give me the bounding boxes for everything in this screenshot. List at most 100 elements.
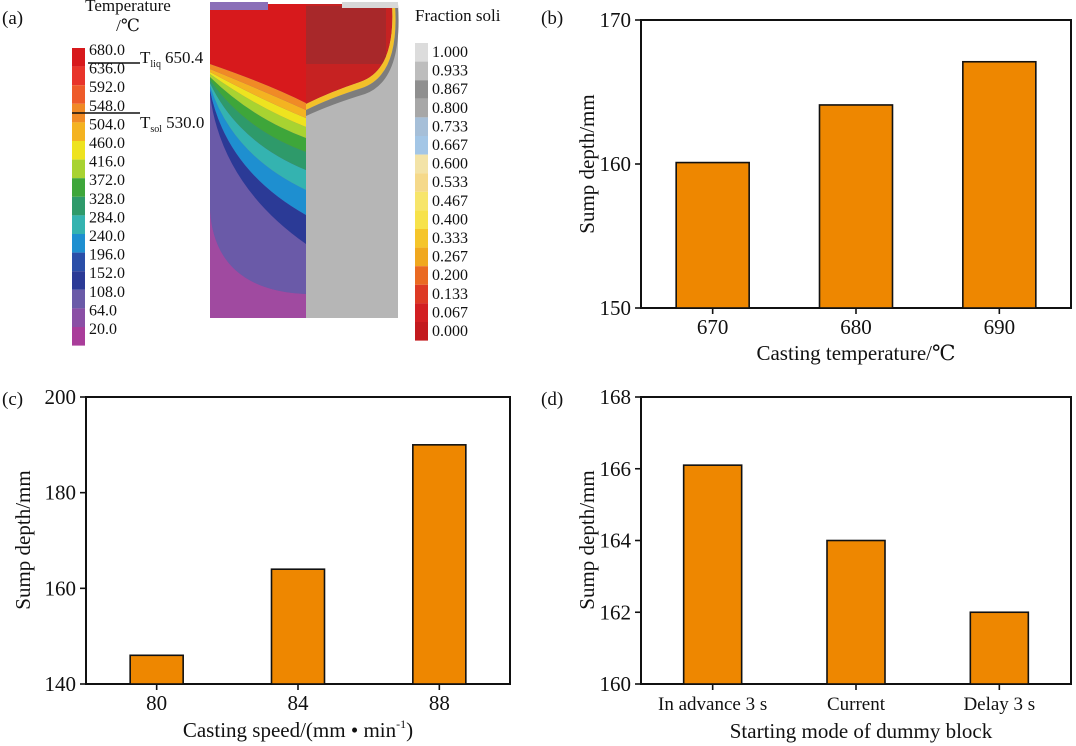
x-tick-label: 80 xyxy=(146,691,167,715)
y-tick-label: 166 xyxy=(600,457,632,481)
liquidus-label: Tliq 650.4 xyxy=(140,48,204,70)
sump-temperature-field xyxy=(210,2,306,318)
temperature-swatch xyxy=(72,215,85,234)
temperature-level-label: 416.0 xyxy=(89,154,125,171)
fraction-swatch xyxy=(415,98,428,118)
fraction-swatch xyxy=(415,210,428,229)
temperature-level-label: 284.0 xyxy=(89,209,125,226)
fraction-level-label: 0.800 xyxy=(432,100,468,117)
bar xyxy=(969,611,1030,685)
panel-b: (b) 150 160 170 670 680 690 Sump depth/mm Cas… xyxy=(541,8,1072,365)
bar xyxy=(826,539,886,685)
temperature-swatch xyxy=(72,178,85,197)
temperature-level-label: 64.0 xyxy=(89,302,117,319)
bar xyxy=(818,104,894,309)
chart-b-xlabel: Casting temperature/℃ xyxy=(756,341,955,365)
temperature-swatch xyxy=(72,308,85,327)
temperature-swatch xyxy=(72,327,85,346)
temperature-level-label: 636.0 xyxy=(89,61,125,78)
fraction-level-label: 0.400 xyxy=(432,211,468,228)
fraction-swatch xyxy=(415,136,428,155)
bar xyxy=(412,444,467,685)
temperature-level-label: 196.0 xyxy=(89,247,125,264)
fraction-level-label: 0.867 xyxy=(432,81,468,98)
chart-c-ylabel: Sump depth/mm xyxy=(11,470,35,609)
fraction-swatch xyxy=(415,322,428,341)
temperature-swatch xyxy=(72,196,85,216)
chart-d-xlabel: Starting mode of dummy block xyxy=(730,719,993,743)
chart-b-plot: 150 160 170 670 680 690 xyxy=(600,8,1072,339)
panel-b-label: (b) xyxy=(541,8,563,29)
panel-a-label: (a) xyxy=(2,8,23,29)
temperature-swatch xyxy=(72,159,85,179)
y-tick-label: 160 xyxy=(600,152,632,176)
temperature-swatch xyxy=(72,289,85,309)
y-tick-label: 200 xyxy=(45,385,77,409)
temperature-level-label: 592.0 xyxy=(89,79,125,96)
bar xyxy=(682,464,743,685)
fraction-level-label: 0.667 xyxy=(432,137,468,154)
fraction-level-label: 0.933 xyxy=(432,63,468,80)
fraction-level-label: 0.333 xyxy=(432,230,468,247)
x-tick-label: Current xyxy=(827,694,886,715)
temperature-level-label: 240.0 xyxy=(89,228,125,245)
panel-c: (c) 140 160 180 200 80 84 88 Sump depth/mm Cas… xyxy=(2,385,511,742)
temperature-level-label: 372.0 xyxy=(89,172,125,189)
temperature-level-label: 108.0 xyxy=(89,284,125,301)
x-tick-label: 84 xyxy=(288,691,310,715)
fraction-swatch xyxy=(415,61,428,81)
x-tick-label: 690 xyxy=(984,315,1016,339)
fraction-swatch xyxy=(415,284,428,304)
fraction-swatch xyxy=(415,173,428,192)
y-tick-label: 162 xyxy=(600,600,632,624)
y-tick-label: 180 xyxy=(45,481,77,505)
temperature-level-label: 680.0 xyxy=(89,42,125,59)
fraction-title: Fraction soli xyxy=(415,6,501,25)
temperature-swatch xyxy=(72,122,85,141)
temperature-swatch xyxy=(72,85,85,104)
fraction-swatch xyxy=(415,229,428,248)
x-tick-label: Delay 3 s xyxy=(963,694,1035,715)
temperature-title-line2: /℃ xyxy=(116,16,140,35)
temperature-level-label: 548.0 xyxy=(89,98,125,115)
fraction-level-label: 0.133 xyxy=(432,286,468,303)
temperature-level-label: 152.0 xyxy=(89,265,125,282)
y-tick-label: 168 xyxy=(600,385,632,409)
y-tick-label: 164 xyxy=(600,529,632,553)
fraction-level-label: 0.733 xyxy=(432,118,468,135)
temperature-level-label: 328.0 xyxy=(89,191,125,208)
chart-d-ylabel: Sump depth/mm xyxy=(575,470,599,609)
solidus-label: Tsol 530.0 xyxy=(140,113,204,135)
fraction-swatch xyxy=(415,191,428,211)
fraction-swatch xyxy=(415,247,428,267)
y-tick-label: 160 xyxy=(600,672,632,696)
panel-d: (d) 160 162 164 166 168 In advance 3 s Current… xyxy=(541,385,1072,743)
y-tick-label: 150 xyxy=(600,296,632,320)
fraction-level-label: 0.533 xyxy=(432,174,468,191)
chart-b-ylabel: Sump depth/mm xyxy=(575,94,599,233)
chart-c-xlabel: Casting speed/(mm • min-1) xyxy=(183,717,413,742)
fraction-level-label: 0.267 xyxy=(432,249,468,266)
x-tick-label: 680 xyxy=(840,315,872,339)
fraction-swatch xyxy=(415,266,428,285)
fraction-level-label: 0.200 xyxy=(432,267,468,284)
temperature-title-line1: Temperature xyxy=(85,0,171,15)
fraction-swatch xyxy=(415,303,428,322)
fraction-swatch xyxy=(415,154,428,174)
bar xyxy=(962,60,1037,309)
y-tick-label: 170 xyxy=(600,8,632,32)
x-tick-label: In advance 3 s xyxy=(658,694,767,715)
temperature-swatch xyxy=(72,48,85,67)
temperature-level-label: 504.0 xyxy=(89,116,125,133)
fraction-swatch xyxy=(415,117,428,136)
temperature-swatch xyxy=(72,141,85,160)
y-tick-label: 140 xyxy=(45,672,77,696)
temperature-level-label: 460.0 xyxy=(89,135,125,152)
fraction-swatch xyxy=(415,43,428,62)
fraction-swatch xyxy=(415,80,428,99)
panel-c-label: (c) xyxy=(2,389,23,410)
